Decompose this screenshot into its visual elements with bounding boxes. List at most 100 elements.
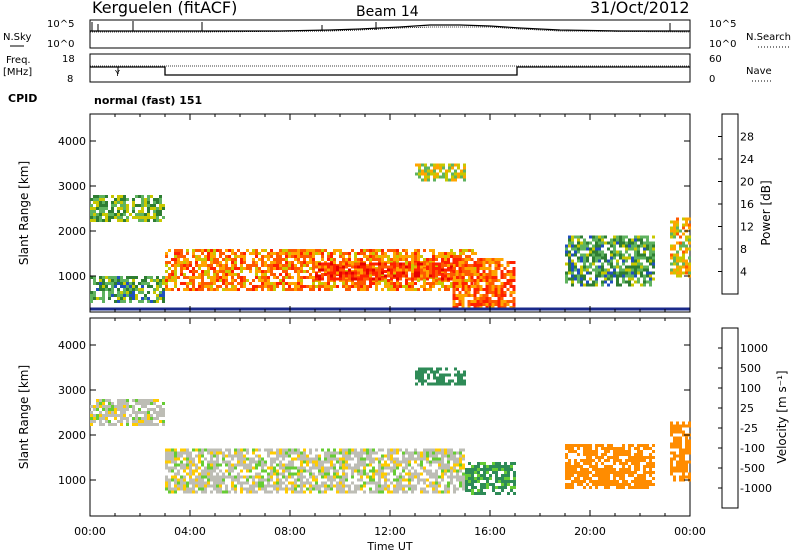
scatter-cell [673,253,676,257]
scatter-cell [598,238,601,242]
colorbar-tick-label: 100 [740,382,761,395]
scatter-cell [421,373,424,377]
scatter-cell [111,414,114,417]
scatter-cell [673,445,676,449]
scatter-cell [150,423,153,426]
scatter-cell [225,258,228,261]
scatter-cell [495,486,498,489]
scatter-cell [649,465,652,468]
scatter-cell [501,486,504,489]
scatter-cell [688,268,691,272]
scatter-cell [387,490,390,494]
scatter-cell [634,453,637,456]
scatter-cell [213,270,216,273]
scatter-cell [321,448,324,452]
scatter-cell [474,252,477,255]
scatter-cell [646,238,649,242]
scatter-cell [625,450,628,453]
scatter-cell [237,475,240,479]
scatter-cell [643,474,646,477]
scatter-cell [348,285,351,288]
scatter-cell [607,477,610,480]
scatter-cell [628,465,631,468]
scatter-cell [685,223,688,227]
scatter-cell [390,288,393,291]
scatter-cell [342,478,345,482]
scatter-cell [174,252,177,255]
scatter-cell [634,265,637,269]
scatter-cell [270,451,273,455]
scatter-cell [601,456,604,459]
colorbar-tick-label: 1000 [740,342,768,355]
scatter-cell [372,258,375,261]
scatter-cell [141,399,144,402]
scatter-cell [494,300,498,303]
colorbar-tick-label: 28 [740,131,754,144]
scatter-cell [240,469,243,473]
scatter-cell [512,300,516,303]
scatter-cell [507,474,510,477]
scatter-cell [345,454,348,458]
scatter-cell [213,282,216,285]
scatter-cell [315,454,318,458]
scatter-cell [141,213,144,216]
scatter-cell [390,271,393,275]
scatter-cell [399,271,402,275]
scatter-cell [592,483,595,486]
scatter-cell [186,484,189,488]
scatter-cell [231,454,234,458]
scatter-cell [429,265,432,269]
scatter-cell [435,282,438,285]
scatter-cell [512,285,516,288]
scatter-cell [132,204,135,207]
scatter-cell [345,258,348,261]
scatter-cell [461,267,465,270]
x-tick-label: 04:00 [174,525,206,538]
scatter-cell [282,276,285,279]
scatter-cell [616,277,619,281]
scatter-cell [111,210,114,213]
scatter-cell [303,448,306,452]
scatter-cell [646,280,649,284]
scatter-cell [261,288,264,291]
scatter-cell [225,261,228,264]
scatter-cell [452,273,456,276]
scatter-cell [282,463,285,467]
scatter-cell [201,490,204,494]
scatter-cell [470,258,474,261]
scatter-cell [652,271,655,275]
freq-label-2: [MHz] [3,67,32,78]
scatter-cell [462,481,465,485]
scatter-cell [646,480,649,483]
scatter-cell [432,262,435,266]
scatter-cell [150,216,153,219]
scatter-cell [363,274,366,278]
scatter-cell [123,288,126,291]
scatter-cell [631,256,634,260]
scatter-cell [393,268,396,272]
scatter-cell [168,478,171,482]
scatter-cell [219,463,222,467]
scatter-cell [467,303,471,306]
scatter-cell [132,201,135,204]
scatter-cell [153,279,156,282]
scatter-cell [126,420,129,423]
scatter-cell [357,265,360,269]
scatter-cell [411,484,414,488]
scatter-cell [637,277,640,281]
scatter-cell [616,238,619,242]
scatter-cell [189,466,192,470]
x-tick-label: 00:00 [674,525,706,538]
scatter-cell [470,264,474,267]
scatter-cell [213,481,216,485]
scatter-cell [470,285,474,288]
scatter-cell [99,405,102,408]
scatter-cell [369,451,372,455]
scatter-cell [237,460,240,464]
scatter-cell [402,451,405,455]
scatter-cell [378,487,381,491]
scatter-cell [357,478,360,482]
scatter-cell [105,417,108,420]
scatter-cell [464,270,468,273]
scatter-cell [473,285,477,288]
